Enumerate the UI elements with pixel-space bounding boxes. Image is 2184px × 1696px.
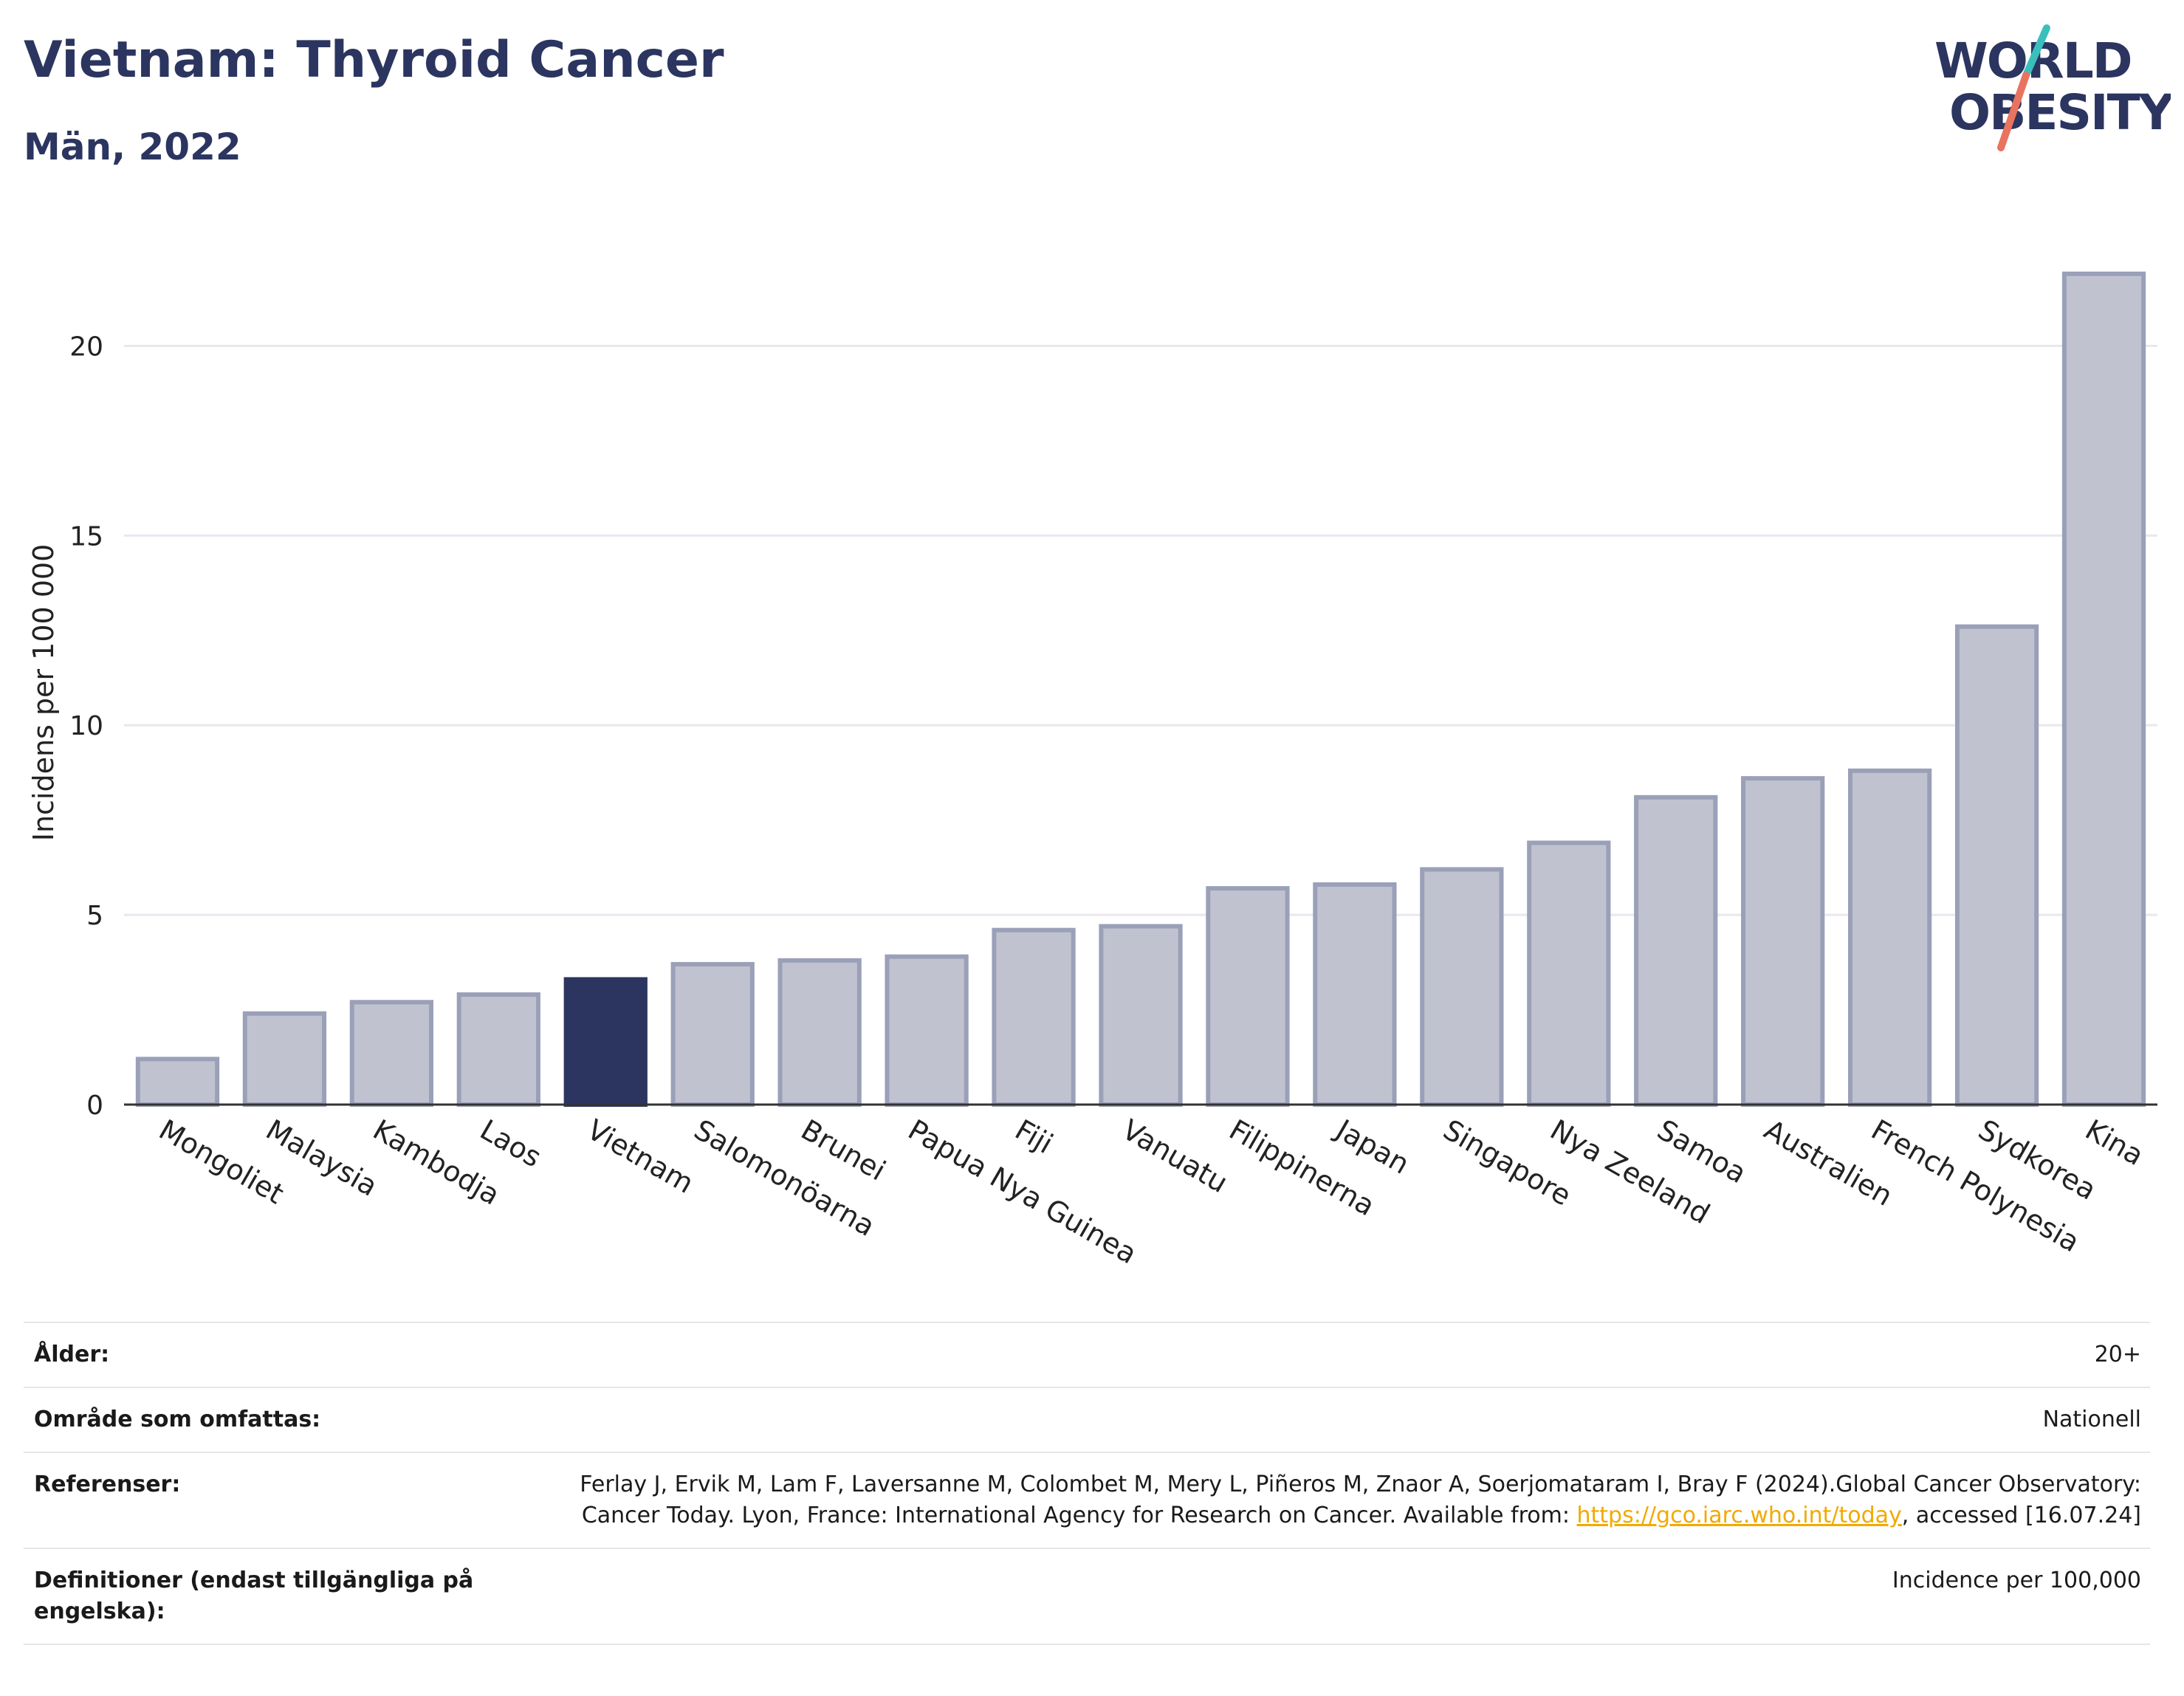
chart-title: Vietnam: Thyroid Cancer bbox=[24, 31, 724, 89]
meta-age-value: 20+ bbox=[2094, 1342, 2141, 1367]
chart-subtitle: Män, 2022 bbox=[24, 126, 241, 168]
x-tick-label: Laos bbox=[475, 1113, 547, 1174]
bar-kambodja bbox=[349, 1000, 433, 1108]
x-tick-label: Fiji bbox=[1010, 1113, 1059, 1160]
logo-slash-teal bbox=[2022, 24, 2050, 79]
bar-fiji bbox=[992, 927, 1076, 1108]
meta-def-label: Definitioner (endast tillgängliga på eng… bbox=[34, 1568, 474, 1624]
y-tick-label: 10 bbox=[69, 711, 103, 741]
bar-laos bbox=[456, 992, 540, 1107]
bar-french-polynesia bbox=[1848, 768, 1932, 1108]
meta-ref-label: Referenser: bbox=[34, 1472, 181, 1497]
bar-japan bbox=[1313, 882, 1397, 1108]
bar-papua-nya-guinea bbox=[885, 954, 969, 1108]
meta-row-definitions: Definitioner (endast tillgängliga på eng… bbox=[24, 1548, 2150, 1645]
x-tick-label: Japan bbox=[1330, 1113, 1415, 1181]
y-tick-label: 0 bbox=[86, 1091, 103, 1121]
meta-ref-value: Ferlay J, Ervik M, Lam F, Laversanne M, … bbox=[554, 1469, 2141, 1531]
y-tick-label: 20 bbox=[69, 332, 103, 362]
bar-sydkorea bbox=[1954, 624, 2039, 1107]
metadata-table: Ålder: 20+ Område som omfattas: Nationel… bbox=[24, 1322, 2150, 1645]
bar-filippinerna bbox=[1206, 886, 1290, 1107]
bar-australien bbox=[1741, 776, 1825, 1107]
bar-brunei bbox=[777, 958, 862, 1107]
y-axis-title: Incidens per 100 000 bbox=[27, 544, 60, 842]
bar-nya-zeeland bbox=[1527, 840, 1611, 1107]
meta-area-value: Nationell bbox=[2042, 1407, 2141, 1432]
meta-row-age: Ålder: 20+ bbox=[24, 1322, 2150, 1387]
bar-samoa bbox=[1634, 794, 1718, 1107]
x-tick-label: Salomonöarna bbox=[689, 1113, 881, 1243]
bar-vanuatu bbox=[1099, 924, 1183, 1107]
y-tick-label: 5 bbox=[86, 901, 103, 931]
x-tick-label: Vietnam bbox=[582, 1113, 699, 1200]
bar-malaysia bbox=[242, 1011, 327, 1108]
bar-singapore bbox=[1420, 867, 1504, 1107]
y-tick-label: 15 bbox=[69, 521, 103, 552]
ref-text-1: Ferlay J, Ervik M, Lam F, Laversanne M, … bbox=[580, 1472, 2141, 1528]
world-obesity-logo: WORLD OBESITY bbox=[1934, 24, 2171, 151]
bar-vietnam bbox=[563, 977, 648, 1108]
meta-age-label: Ålder: bbox=[34, 1342, 110, 1367]
x-tick-label: Kina bbox=[2080, 1113, 2149, 1173]
bar-mongoliet bbox=[135, 1057, 220, 1108]
x-tick-label: Vanuatu bbox=[1117, 1113, 1234, 1199]
bar-salomonöarna bbox=[670, 961, 755, 1107]
meta-row-area: Område som omfattas: Nationell bbox=[24, 1387, 2150, 1452]
logo-text-obesity: OBESITY bbox=[1949, 84, 2171, 141]
ref-text-2: , accessed [16.07.24] bbox=[1901, 1503, 2141, 1528]
meta-def-value: Incidence per 100,000 bbox=[1892, 1568, 2141, 1593]
logo-slash-coral bbox=[1997, 72, 2030, 151]
bar-kina bbox=[2061, 271, 2146, 1107]
reference-link[interactable]: https://gco.iarc.who.int/today bbox=[1576, 1503, 1902, 1528]
meta-row-references: Referenser: Ferlay J, Ervik M, Lam F, La… bbox=[24, 1452, 2150, 1548]
meta-area-label: Område som omfattas: bbox=[34, 1407, 321, 1432]
